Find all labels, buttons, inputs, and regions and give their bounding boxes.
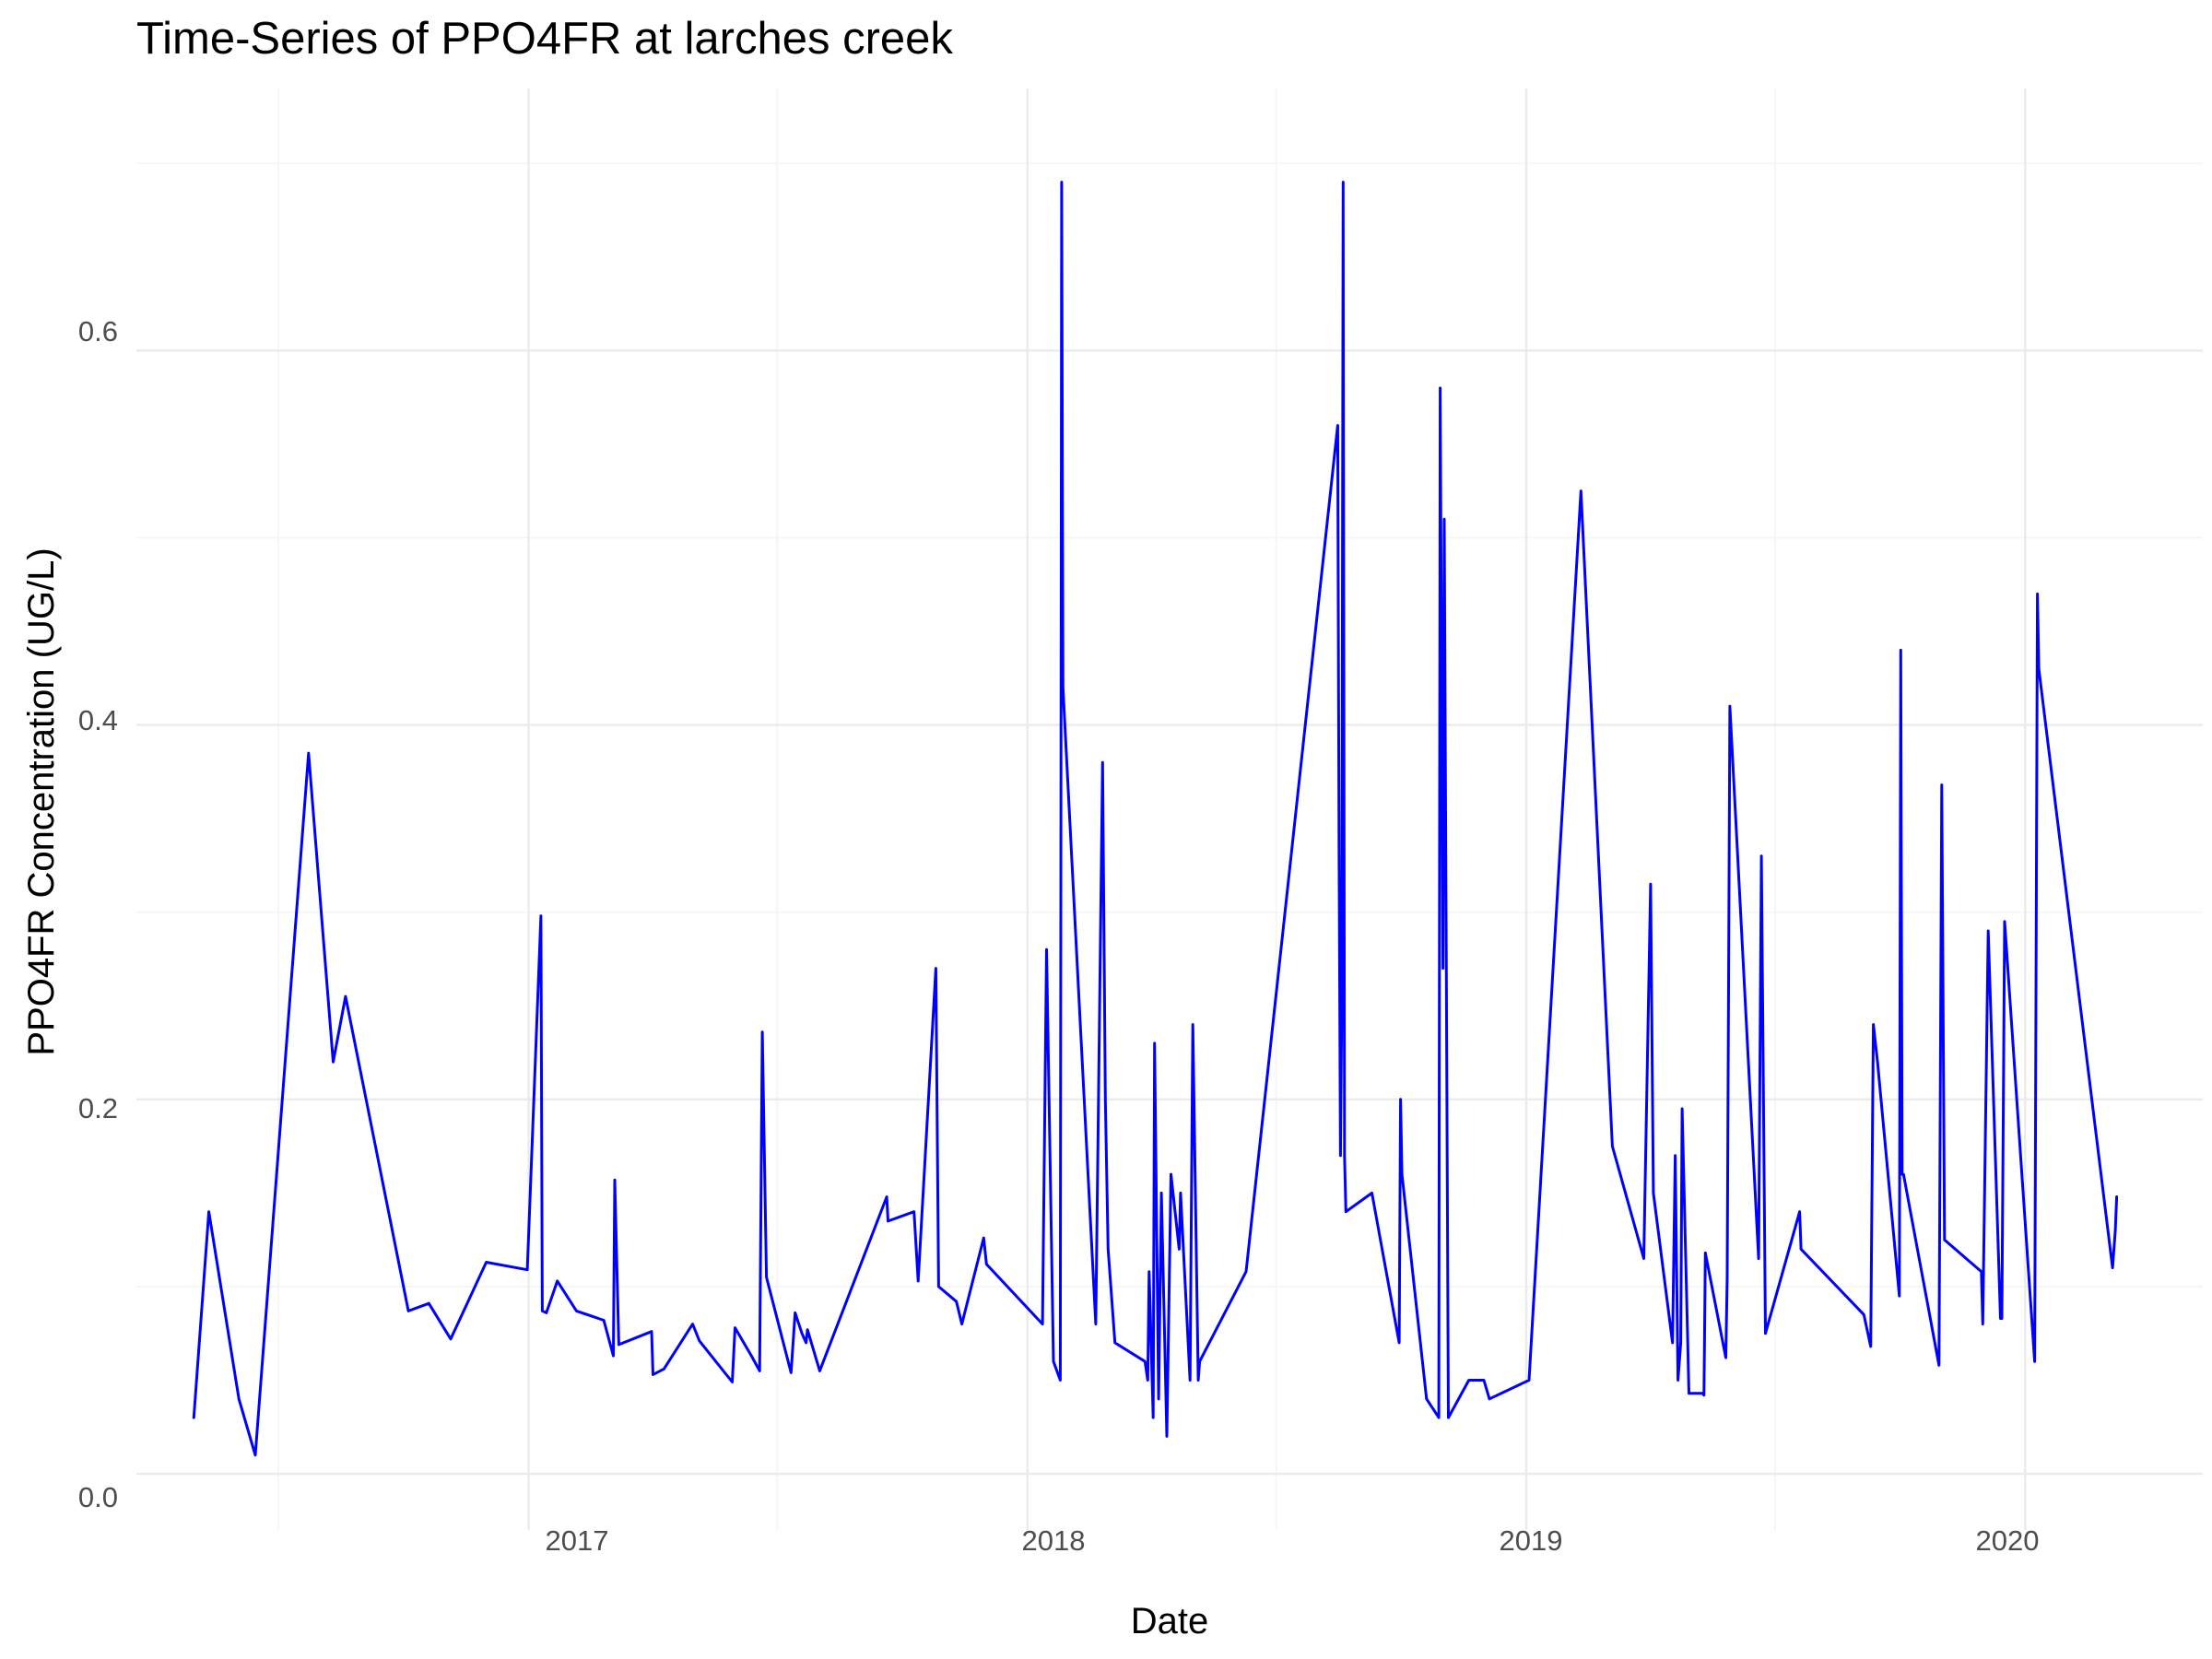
y-tick-label: 0.6 — [78, 315, 118, 347]
y-tick-label: 0.4 — [78, 704, 118, 736]
x-tick-label: 2020 — [1976, 1524, 2040, 1557]
series-line — [192, 181, 2119, 1457]
grid-major — [136, 88, 2203, 1530]
x-tick-label: 2019 — [1500, 1524, 1563, 1557]
y-tick-label: 0.2 — [78, 1092, 118, 1124]
x-tick-label: 2018 — [1022, 1524, 1086, 1557]
y-axis-title: PPO4FR Concentration (UG/L) — [21, 547, 62, 1055]
grid-minor — [136, 88, 2203, 1530]
x-axis-title: Date — [1131, 1601, 1209, 1641]
y-tick-label: 0.0 — [78, 1481, 118, 1513]
chart-title: Time-Series of PPO4FR at larches creek — [136, 14, 953, 64]
x-tick-label: 2017 — [546, 1524, 609, 1557]
